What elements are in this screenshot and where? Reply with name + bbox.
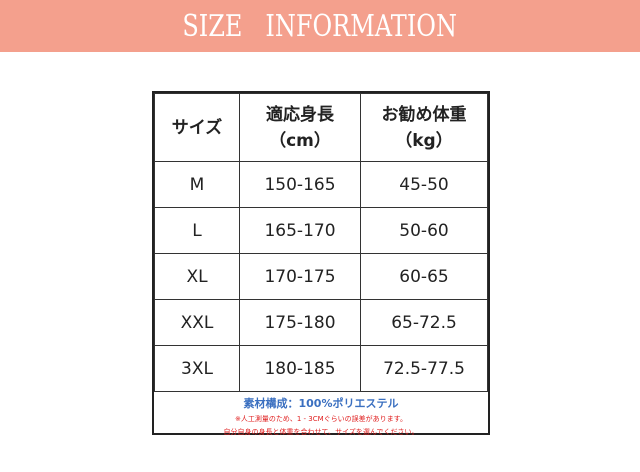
banner-title: SIZE INFORMATION xyxy=(182,8,458,44)
table-row: 3XL 180-185 72.5-77.5 xyxy=(154,345,488,392)
table-row: XL 170-175 60-65 xyxy=(154,253,488,300)
table-row: M 150-165 45-50 xyxy=(154,161,488,208)
size-cell: XXL xyxy=(154,299,240,346)
header-size: サイズ xyxy=(154,93,240,162)
measurement-note: ※人工測量のため、1 - 3CMぐらいの誤差があります。 xyxy=(235,415,407,423)
size-cell: XL xyxy=(154,253,240,300)
height-cell: 180-185 xyxy=(239,345,361,392)
weight-cell: 45-50 xyxy=(360,161,488,208)
height-cell: 175-180 xyxy=(239,299,361,346)
weight-cell: 65-72.5 xyxy=(360,299,488,346)
size-table: サイズ 適応身長 （cm） お勧め体重 （kg） M 150-165 45-50 L 165… xyxy=(152,91,490,437)
size-cell: M xyxy=(154,161,240,208)
height-cell: 165-170 xyxy=(239,207,361,254)
table-row: XXL 175-180 65-72.5 xyxy=(154,299,488,346)
table-row: L 165-170 50-60 xyxy=(154,207,488,254)
weight-cell: 72.5-77.5 xyxy=(360,345,488,392)
height-cell: 170-175 xyxy=(239,253,361,300)
size-cell: L xyxy=(154,207,240,254)
table-header-row: サイズ 適応身長 （cm） お勧め体重 （kg） xyxy=(154,93,488,162)
height-cell: 150-165 xyxy=(239,161,361,208)
header-height: 適応身長 （cm） xyxy=(239,93,361,162)
weight-cell: 50-60 xyxy=(360,207,488,254)
material-note: 素材構成：100%ポリエステル xyxy=(243,397,399,410)
size-cell: 3XL xyxy=(154,345,240,392)
size-selection-note: 自分自身の身長と体重を合わせて、サイズを選んでください。 xyxy=(223,428,419,436)
header-weight: お勧め体重 （kg） xyxy=(360,93,488,162)
notes: 素材構成：100%ポリエステル ※人工測量のため、1 - 3CMぐらいの誤差があ… xyxy=(154,392,488,437)
size-information-banner: SIZE INFORMATION xyxy=(0,0,640,52)
weight-cell: 60-65 xyxy=(360,253,488,300)
